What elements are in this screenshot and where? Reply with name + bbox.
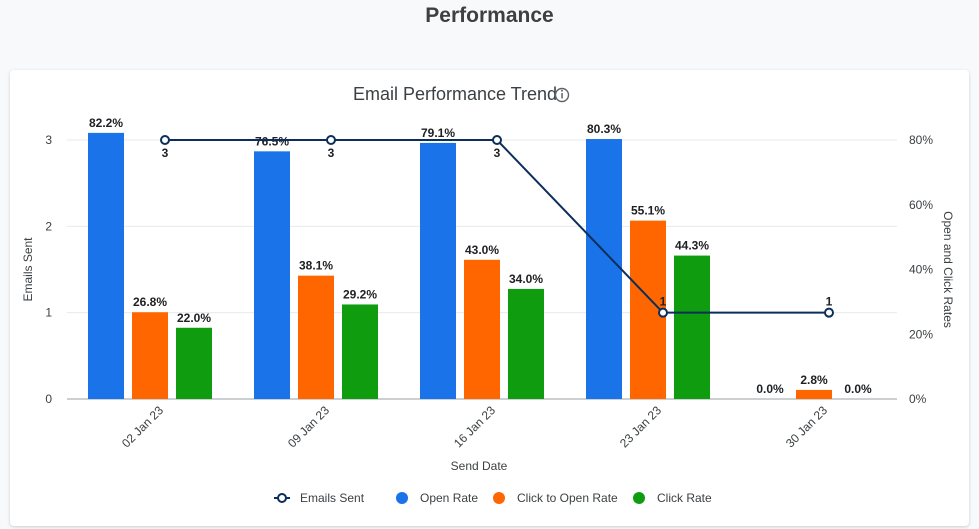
emails-sent-label: 3: [162, 146, 169, 160]
y-right-tick-label: 60%: [909, 198, 933, 212]
open-rate-bar-label: 82.2%: [89, 116, 123, 130]
click-rate-bar[interactable]: [342, 304, 378, 399]
x-tick-label: 16 Jan 23: [451, 403, 498, 450]
legend-click-rate: Click Rate: [657, 491, 712, 505]
click-rate-bar[interactable]: [508, 288, 544, 399]
emails-sent-label: 1: [660, 295, 667, 309]
legend-open-rate: Open Rate: [420, 491, 478, 505]
y-left-axis-title: Emails Sent: [21, 237, 35, 302]
click-to-open-rate-bar[interactable]: [132, 312, 168, 399]
info-icon-dot: [561, 89, 563, 92]
x-tick-label: 30 Jan 23: [783, 403, 830, 450]
legend-click-rate-marker: [633, 492, 645, 504]
emails-sent-point[interactable]: [492, 135, 502, 145]
x-tick-label: 09 Jan 23: [285, 403, 332, 450]
x-tick-label: 02 Jan 23: [119, 403, 166, 450]
chart-card: Email Performance Trend 0 1 2 3 0% 20% 40% 60% 80…: [10, 70, 969, 526]
legend-emails-sent-marker: [277, 493, 287, 503]
legend-open-rate-marker: [396, 492, 408, 504]
x-axis-title: Send Date: [451, 459, 508, 473]
click-to-open-rate-bar-label: 43.0%: [465, 243, 499, 257]
y-right-axis-title: Open and Click Rates: [941, 211, 955, 328]
emails-sent-label: 1: [826, 295, 833, 309]
open-rate-bar-label: 76.5%: [255, 134, 289, 148]
click-rate-bar-label: 44.3%: [675, 239, 709, 253]
emails-sent-point[interactable]: [824, 307, 834, 318]
y-left-tick-label: 2: [45, 219, 52, 233]
open-rate-bar[interactable]: [586, 139, 622, 399]
click-to-open-rate-bar[interactable]: [796, 389, 832, 399]
click-to-open-rate-bar[interactable]: [464, 259, 500, 399]
open-rate-bar-label: 79.1%: [421, 126, 455, 140]
y-right-tick-label: 20%: [909, 327, 933, 341]
legend-emails-sent: Emails Sent: [300, 491, 365, 505]
info-icon[interactable]: [554, 87, 570, 103]
open-rate-bar[interactable]: [254, 151, 290, 399]
y-right-tick-label: 0%: [909, 392, 927, 406]
y-right-tick-label: 40%: [909, 263, 933, 277]
emails-sent-point[interactable]: [658, 307, 668, 318]
click-rate-bar-label: 34.0%: [509, 272, 543, 286]
chart-svg: Email Performance Trend 0 1 2 3 0% 20% 40% 60% 80…: [21, 84, 955, 505]
emails-sent-point[interactable]: [160, 135, 170, 145]
click-rate-bar[interactable]: [674, 255, 710, 399]
x-tick-label: 23 Jan 23: [617, 403, 664, 450]
chart-title: Email Performance Trend: [353, 84, 557, 104]
click-to-open-rate-bar[interactable]: [298, 275, 334, 399]
y-left-tick-label: 3: [45, 133, 52, 147]
open-rate-bar[interactable]: [88, 132, 124, 399]
open-rate-bar-label: 80.3%: [587, 122, 621, 136]
click-to-open-rate-bar-label: 2.8%: [800, 373, 828, 387]
legend-click-to-open-rate: Click to Open Rate: [517, 491, 618, 505]
y-left-tick-label: 0: [45, 392, 52, 406]
click-rate-bar-label: 29.2%: [343, 287, 377, 301]
info-icon-stem: [561, 93, 563, 99]
emails-sent-point[interactable]: [326, 135, 336, 145]
click-rate-bar-label: 0.0%: [844, 382, 872, 396]
y-right-tick-label: 80%: [909, 133, 933, 147]
click-rate-bar[interactable]: [176, 327, 212, 399]
y-left-tick-label: 1: [45, 306, 52, 320]
click-to-open-rate-bar-label: 38.1%: [299, 259, 333, 273]
click-to-open-rate-bar-label: 26.8%: [133, 295, 167, 309]
click-to-open-rate-bar-label: 55.1%: [631, 204, 665, 218]
open-rate-bar[interactable]: [420, 142, 456, 399]
emails-sent-label: 3: [328, 146, 335, 160]
open-rate-bar-label: 0.0%: [756, 382, 784, 396]
click-rate-bar-label: 22.0%: [177, 311, 211, 325]
emails-sent-label: 3: [494, 146, 501, 160]
page-title: Performance: [425, 4, 554, 27]
legend-click-to-open-rate-marker: [493, 492, 505, 504]
